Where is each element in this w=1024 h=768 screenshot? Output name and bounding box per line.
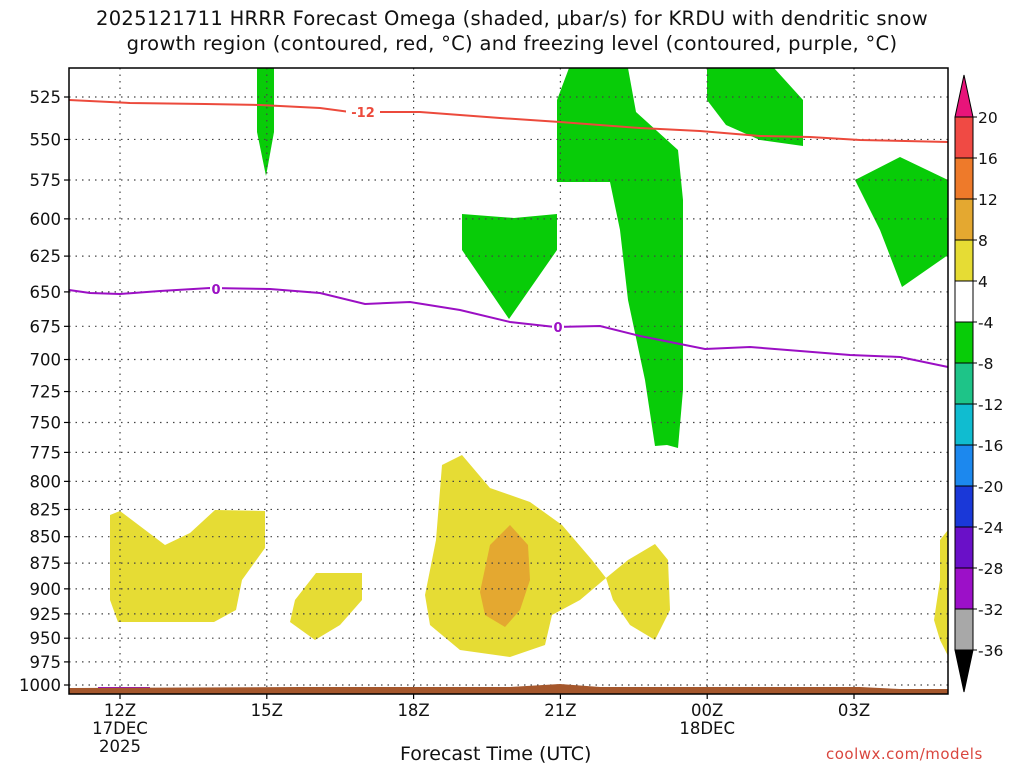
y-tick-label: 975 — [30, 653, 62, 672]
chart-title: 2025121711 HRRR Forecast Omega (shaded, … — [0, 6, 1024, 56]
y-tick-label: 700 — [30, 351, 62, 370]
colorbar-label: -28 — [978, 560, 1003, 578]
y-tick-label: 575 — [30, 171, 62, 190]
colorbar-segment — [954, 239, 974, 282]
sinking-motion-shading — [110, 455, 948, 657]
rising-area-3 — [557, 68, 683, 448]
x-tick-label: 15Z — [251, 701, 283, 720]
x-axis-title: Forecast Time (UTC) — [400, 743, 592, 765]
colorbar-label: -36 — [978, 642, 1003, 660]
source-credit: coolwx.com/models — [826, 745, 983, 763]
y-axis: 525 550 575 600 625 650 675 700 725 750 775 800 825 8… — [19, 88, 69, 695]
y-tick-label: 875 — [30, 554, 62, 573]
rising-motion-shading — [257, 68, 948, 448]
colorbar-label: -24 — [978, 519, 1003, 537]
y-tick-label: 800 — [30, 472, 62, 491]
colorbar-segment — [954, 321, 974, 364]
y-tick-label: 525 — [30, 88, 62, 107]
colorbar-segment — [954, 280, 974, 323]
colorbar-segment — [954, 403, 974, 446]
sinking-area-4 — [606, 544, 670, 640]
x-tick-label: 18DEC — [679, 719, 735, 738]
freezing-contour-label-1: 0 — [211, 283, 220, 298]
y-tick-label: 550 — [30, 130, 62, 149]
rising-area-1 — [257, 68, 274, 176]
colorbar-label: 20 — [978, 109, 998, 127]
x-tick-label: 18Z — [397, 701, 429, 720]
sinking-area-5 — [934, 530, 948, 656]
y-tick-label: 750 — [30, 413, 62, 432]
y-tick-label: 850 — [30, 528, 62, 547]
title-line-1: 2025121711 HRRR Forecast Omega (shaded, … — [96, 7, 928, 30]
colorbar-bottom-arrow — [954, 649, 974, 693]
x-tick-label: 12Z — [104, 701, 136, 720]
y-tick-label: 775 — [30, 443, 62, 462]
y-tick-label: 1000 — [19, 676, 61, 695]
snow-growth-contour-label: -12 — [351, 106, 375, 121]
sinking-area-2 — [290, 573, 362, 640]
label-bg-pur-2 — [552, 320, 564, 334]
x-tick-label: 03Z — [838, 701, 870, 720]
contour-labels: -12 0 0 — [210, 104, 564, 336]
colorbar-segment — [954, 444, 974, 487]
rising-area-5 — [855, 157, 948, 287]
colorbar-label: -4 — [978, 314, 993, 332]
colorbar-segment — [954, 157, 974, 200]
y-tick-label: 675 — [30, 317, 62, 336]
colorbar-label: -8 — [978, 355, 993, 373]
rising-area-4 — [707, 68, 803, 146]
colorbar-segment — [954, 198, 974, 241]
colorbar-label: 16 — [978, 150, 998, 168]
colorbar-top-arrow — [954, 74, 974, 118]
x-tick-label: 21Z — [544, 701, 576, 720]
label-bg-red — [346, 104, 380, 120]
label-bg-pur-1 — [210, 282, 222, 296]
y-tick-label: 725 — [30, 383, 62, 402]
terrain-fill — [69, 684, 948, 694]
y-tick-label: 625 — [30, 247, 62, 266]
colorbar-label: -12 — [978, 396, 1003, 414]
x-tick-label: 2025 — [99, 737, 141, 756]
grid-lines — [69, 68, 948, 694]
colorbar-segment — [954, 362, 974, 405]
colorbar-label: 12 — [978, 191, 998, 209]
colorbar-segment — [954, 526, 974, 569]
colorbar-segment — [954, 567, 974, 610]
y-tick-label: 925 — [30, 605, 62, 624]
plot-area: -12 0 0 — [68, 67, 949, 695]
colorbar-label: -32 — [978, 601, 1003, 619]
plot-frame — [68, 67, 949, 695]
x-tick-label: 17DEC — [92, 719, 148, 738]
rising-area-2 — [462, 214, 557, 319]
colorbar-label: 8 — [978, 232, 988, 250]
snow-growth-contour — [68, 99, 949, 143]
y-tick-label: 600 — [30, 210, 62, 229]
sinking-area-1 — [110, 510, 265, 622]
colorbar-segment — [954, 608, 974, 651]
colorbar-label: -20 — [978, 478, 1003, 496]
colorbar-label: -16 — [978, 437, 1003, 455]
colorbar: 20 16 12 8 4 -4 -8 -12 -16 -20 -24 -28 -32 -36 — [954, 74, 1003, 693]
colorbar-label: 4 — [978, 273, 988, 291]
colorbar-segment — [954, 485, 974, 528]
x-tick-label: 00Z — [691, 701, 723, 720]
freezing-level-contour — [68, 286, 949, 368]
freezing-contour-label-2: 0 — [553, 321, 562, 336]
y-tick-label: 950 — [30, 629, 62, 648]
y-tick-label: 825 — [30, 500, 62, 519]
y-tick-label: 650 — [30, 283, 62, 302]
sinking-area-moderate — [480, 525, 530, 627]
y-tick-label: 900 — [30, 580, 62, 599]
title-line-2: growth region (contoured, red, °C) and f… — [126, 32, 898, 55]
colorbar-segment — [954, 116, 974, 159]
